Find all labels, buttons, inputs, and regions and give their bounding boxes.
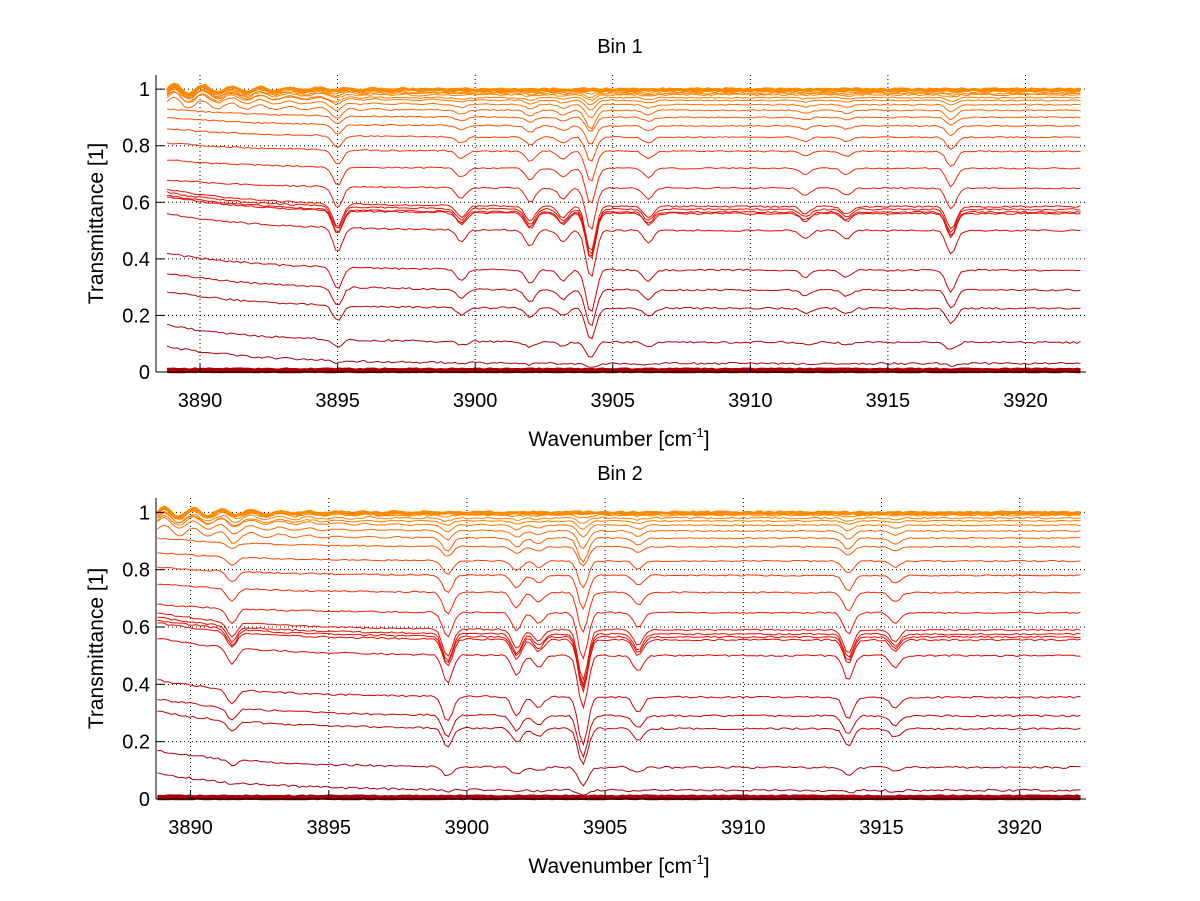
y-tick-label: 0.4	[122, 249, 150, 271]
y-axis-label: Transmittance [1]	[85, 143, 108, 304]
series-line	[166, 96, 1081, 130]
series-line	[156, 507, 1081, 520]
series-line	[166, 191, 1081, 255]
series-line	[166, 117, 1081, 145]
x-tick-label: 3890	[178, 390, 223, 412]
chart-title: Bin 1	[597, 36, 643, 58]
series-line	[157, 524, 1081, 563]
series-line	[166, 252, 1081, 313]
series-line	[157, 511, 1081, 524]
y-tick-label: 0.2	[122, 732, 150, 754]
series-line	[157, 516, 1081, 550]
x-tick-label: 3920	[1003, 390, 1048, 412]
series-group	[156, 505, 1081, 801]
y-tick-label: 0	[139, 362, 150, 384]
series-line	[157, 552, 1081, 589]
y-tick-label: 1	[139, 502, 150, 524]
series-line	[166, 90, 1081, 119]
y-tick-label: 0.2	[122, 305, 150, 327]
series-line	[157, 514, 1081, 530]
series-line	[166, 179, 1081, 230]
x-tick-label: 3890	[168, 817, 213, 839]
series-line	[157, 616, 1081, 687]
series-line	[157, 749, 1081, 787]
x-tick-label: 3910	[721, 817, 766, 839]
y-tick-label: 0.6	[122, 192, 150, 214]
series-line	[166, 142, 1081, 182]
y-tick-label: 0.4	[122, 674, 150, 696]
series-line	[157, 638, 1081, 710]
panel-2: 3890 3895 3900 3905 3910 3915 3920 0 0.2 0.4 0.6 0.…	[85, 463, 1086, 878]
x-tick-label: 3905	[583, 817, 628, 839]
x-tick-label: 3895	[315, 390, 360, 412]
x-tick-label: 3905	[590, 390, 635, 412]
series-line	[166, 159, 1081, 204]
series-line	[166, 188, 1081, 251]
series-line	[157, 508, 1081, 520]
series-line	[157, 612, 1081, 682]
y-tick-label: 1	[139, 79, 150, 101]
series-line	[157, 679, 1081, 747]
panel-1: 3890 3895 3900 3905 3910 3915 3920 0 0.2 0.4 0.6 0.…	[85, 36, 1086, 451]
series-line	[157, 710, 1081, 766]
series-line	[166, 91, 1081, 106]
y-tick-label: 0	[139, 789, 150, 811]
series-line	[166, 323, 1081, 358]
series-line	[167, 367, 1081, 371]
series-line	[157, 566, 1081, 611]
series-line	[157, 510, 1081, 538]
series-line	[166, 128, 1081, 162]
series-line	[166, 291, 1081, 340]
series-line	[166, 87, 1081, 111]
series-line	[166, 194, 1081, 257]
series-line	[157, 619, 1081, 690]
y-axis-label: Transmittance [1]	[85, 568, 108, 729]
x-tick-label: 3895	[306, 817, 351, 839]
chart-title: Bin 2	[597, 463, 643, 485]
x-tick-label: 3915	[866, 390, 911, 412]
x-tick-label: 3910	[728, 390, 773, 412]
x-tick-label: 3915	[859, 817, 904, 839]
series-line	[166, 87, 1081, 98]
series-line	[157, 772, 1081, 797]
x-axis-label: Wavenumber [cm-1]	[528, 852, 709, 878]
series-line	[157, 583, 1081, 634]
series-line	[166, 196, 1081, 259]
series-line	[166, 88, 1081, 101]
series-line	[166, 213, 1081, 278]
y-tick-label: 0.8	[122, 136, 150, 158]
series-line	[157, 698, 1081, 759]
series-line	[157, 622, 1081, 694]
x-axis-label: Wavenumber [cm-1]	[528, 425, 709, 451]
y-tick-label: 0.6	[122, 617, 150, 639]
x-tick-label: 3900	[453, 390, 498, 412]
series-group	[166, 82, 1081, 374]
series-line	[166, 273, 1081, 327]
series-line	[157, 603, 1081, 660]
series-line	[166, 108, 1081, 132]
series-line	[166, 345, 1081, 368]
x-tick-label: 3920	[997, 817, 1042, 839]
y-tick-label: 0.8	[122, 560, 150, 582]
x-tick-label: 3900	[445, 817, 490, 839]
series-line	[157, 537, 1081, 567]
